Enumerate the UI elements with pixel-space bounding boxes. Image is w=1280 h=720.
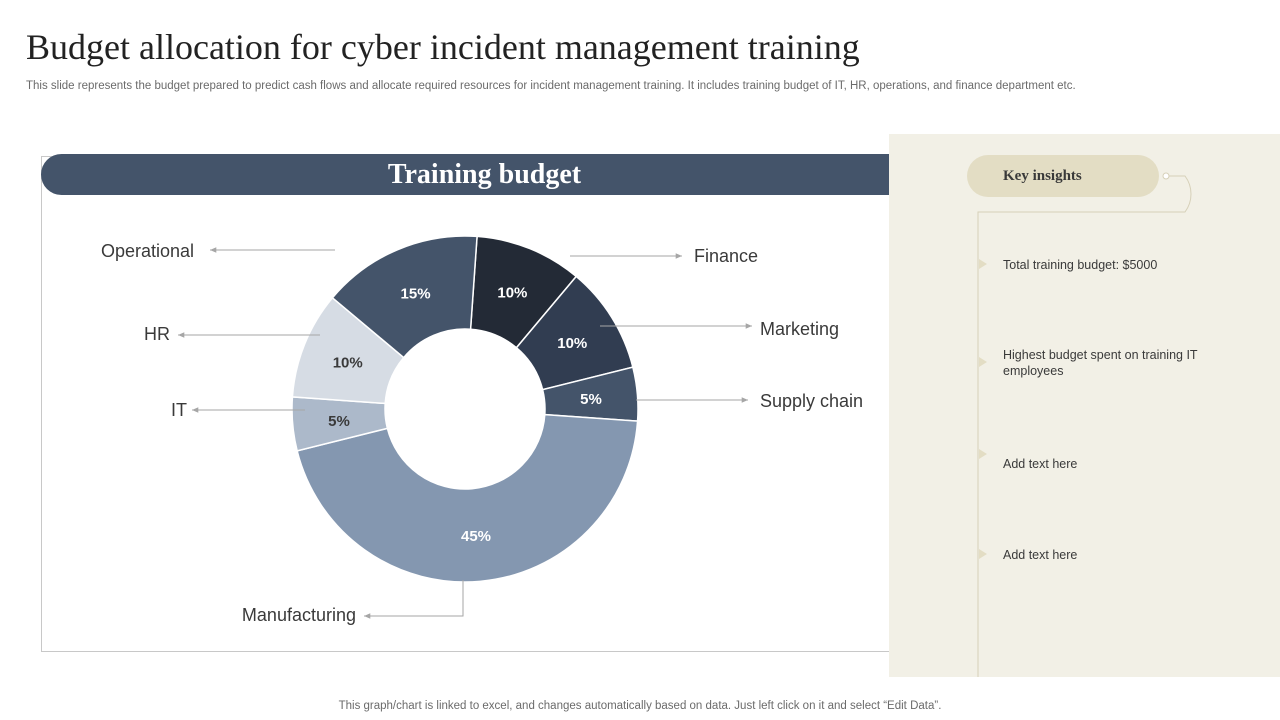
bullet-arrow-icon bbox=[979, 259, 987, 269]
category-label-hr: HR bbox=[144, 324, 170, 344]
page-subtitle: This slide represents the budget prepare… bbox=[26, 80, 1076, 92]
category-label-finance: Finance bbox=[694, 246, 758, 266]
data-label-operational: 15% bbox=[401, 286, 431, 303]
category-label-it: IT bbox=[171, 400, 187, 420]
page-title: Budget allocation for cyber incident man… bbox=[26, 27, 860, 67]
footer-note: This graph/chart is linked to excel, and… bbox=[338, 700, 942, 712]
insights-panel bbox=[889, 134, 1280, 677]
insight-item: Total training budget: $5000 bbox=[1003, 258, 1158, 272]
data-label-manufacturing: 45% bbox=[461, 528, 491, 545]
category-label-manufacturing: Manufacturing bbox=[242, 605, 356, 625]
bullet-arrow-icon bbox=[979, 549, 987, 559]
data-label-supply-chain: 5% bbox=[580, 391, 602, 408]
category-label-operational: Operational bbox=[101, 241, 194, 261]
data-label-it: 5% bbox=[328, 413, 350, 430]
insight-item: Highest budget spent on training IT empl… bbox=[1003, 348, 1198, 378]
insight-item: Add text here bbox=[1003, 457, 1078, 471]
insight-item: Add text here bbox=[1003, 548, 1078, 562]
connector-dot bbox=[1162, 172, 1170, 180]
leader-line-manufacturing bbox=[364, 580, 464, 619]
bullet-arrow-icon bbox=[979, 449, 987, 459]
category-label-supply-chain: Supply chain bbox=[760, 391, 863, 411]
data-label-finance: 10% bbox=[497, 285, 527, 302]
bullet-arrow-icon bbox=[979, 357, 987, 367]
category-label-marketing: Marketing bbox=[760, 319, 839, 339]
insights-connector bbox=[977, 175, 1192, 677]
data-label-marketing: 10% bbox=[557, 335, 587, 352]
leader-lines bbox=[178, 247, 752, 619]
data-label-hr: 10% bbox=[333, 355, 363, 372]
donut-slice-manufacturing[interactable] bbox=[296, 413, 639, 583]
donut-slice-operational[interactable] bbox=[331, 235, 478, 359]
chart-title: Training budget bbox=[41, 154, 928, 195]
insights-title: Key insights bbox=[967, 155, 1159, 197]
